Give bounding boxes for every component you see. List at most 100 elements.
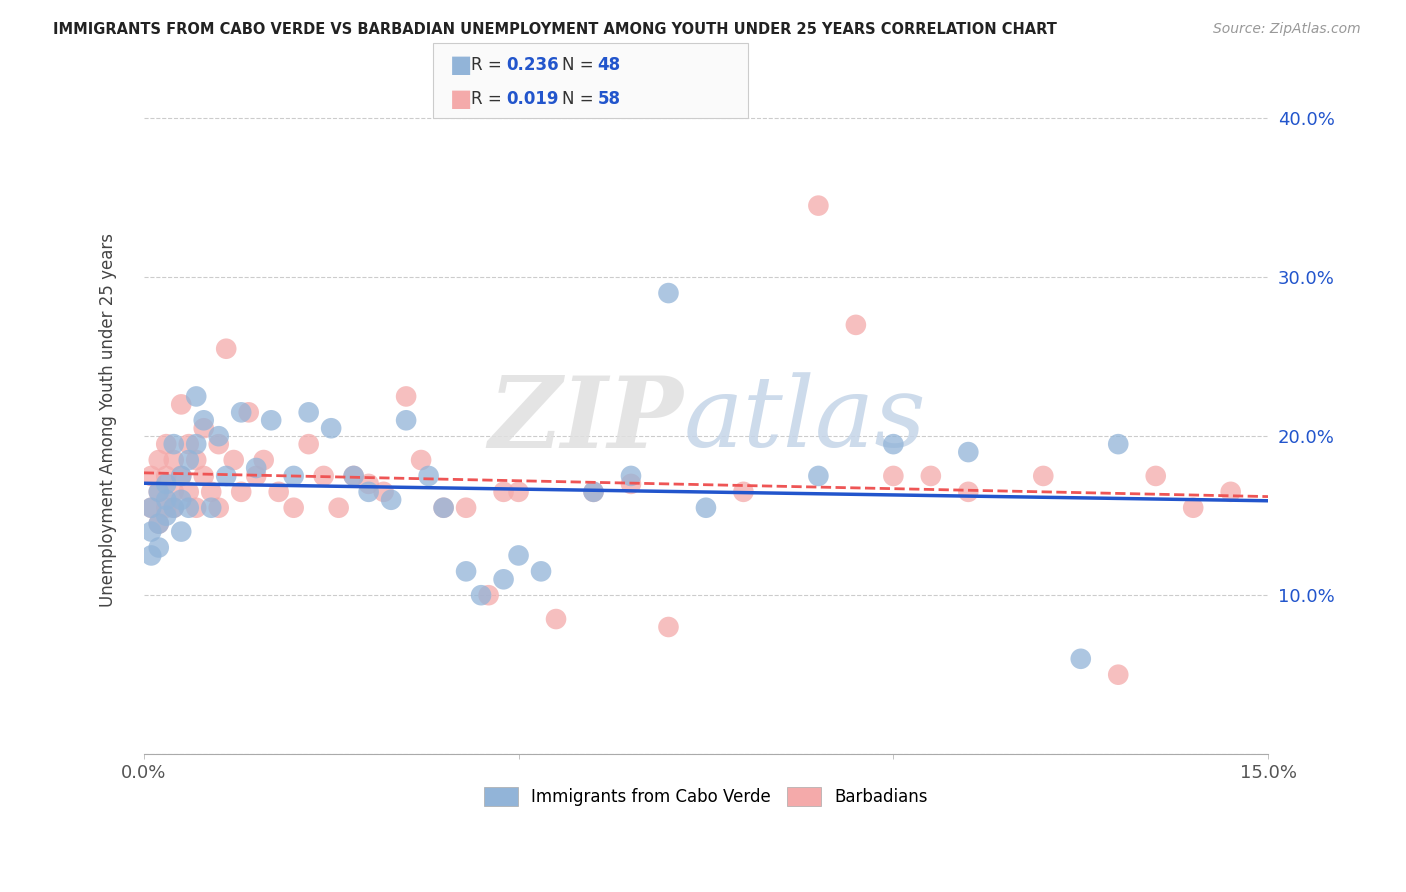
Point [357, 476, 380, 491]
Point [395, 389, 418, 403]
Point [141, 500, 163, 515]
Point [470, 588, 492, 602]
Text: ■: ■ [450, 87, 472, 111]
Point [733, 484, 755, 499]
Point [200, 500, 222, 515]
Point [957, 484, 980, 499]
Point [1107, 437, 1129, 451]
Text: R =: R = [471, 55, 508, 73]
Point [215, 342, 238, 356]
Point [582, 484, 605, 499]
Point [208, 500, 231, 515]
Point [283, 469, 305, 483]
Text: IMMIGRANTS FROM CABO VERDE VS BARBADIAN UNEMPLOYMENT AMONG YOUTH UNDER 25 YEARS : IMMIGRANTS FROM CABO VERDE VS BARBADIAN … [53, 22, 1057, 37]
Point [298, 405, 321, 419]
Point [141, 500, 163, 515]
Point [695, 500, 717, 515]
Text: Source: ZipAtlas.com: Source: ZipAtlas.com [1213, 22, 1361, 37]
Point [411, 453, 433, 467]
Point [882, 469, 904, 483]
Point [1107, 667, 1129, 681]
Point [148, 484, 170, 499]
Point [208, 437, 231, 451]
Point [267, 484, 290, 499]
Point [170, 469, 193, 483]
Point [231, 484, 253, 499]
Text: ZIP: ZIP [488, 372, 683, 468]
Point [141, 549, 163, 563]
Point [222, 453, 245, 467]
Point [177, 484, 200, 499]
Point [508, 549, 530, 563]
Point [186, 500, 208, 515]
Point [807, 199, 830, 213]
Point [141, 524, 163, 539]
Point [454, 500, 477, 515]
Point [155, 437, 177, 451]
Point [193, 413, 215, 427]
Point [1219, 484, 1241, 499]
Point [245, 461, 267, 475]
Point [170, 469, 193, 483]
Point [186, 437, 208, 451]
Point [432, 500, 454, 515]
Point [283, 500, 305, 515]
Point [148, 541, 170, 555]
Point [957, 445, 980, 459]
Point [163, 437, 186, 451]
Point [253, 453, 276, 467]
Point [193, 469, 215, 483]
Point [177, 500, 200, 515]
Point [208, 429, 231, 443]
Point [170, 397, 193, 411]
Point [155, 476, 177, 491]
Point [454, 565, 477, 579]
Point [231, 405, 253, 419]
Point [328, 500, 350, 515]
Text: R =: R = [471, 90, 508, 108]
Point [343, 469, 366, 483]
Point [298, 437, 321, 451]
Point [163, 500, 186, 515]
Point [432, 500, 454, 515]
Point [1182, 500, 1205, 515]
Text: ■: ■ [450, 53, 472, 77]
Point [395, 413, 418, 427]
Point [1032, 469, 1054, 483]
Point [373, 484, 395, 499]
Text: 48: 48 [598, 55, 620, 73]
Point [148, 516, 170, 531]
Point [845, 318, 868, 332]
Text: 0.236: 0.236 [506, 55, 558, 73]
Point [657, 286, 679, 301]
Point [163, 453, 186, 467]
Point [544, 612, 567, 626]
Point [807, 469, 830, 483]
Point [477, 588, 499, 602]
Point [163, 500, 186, 515]
Text: 58: 58 [598, 90, 620, 108]
Point [418, 469, 440, 483]
Point [492, 572, 515, 586]
Point [657, 620, 679, 634]
Text: atlas: atlas [683, 373, 927, 468]
Y-axis label: Unemployment Among Youth under 25 years: Unemployment Among Youth under 25 years [100, 234, 117, 607]
Point [620, 469, 643, 483]
Text: N =: N = [562, 55, 599, 73]
Point [141, 469, 163, 483]
Text: N =: N = [562, 90, 599, 108]
Point [215, 469, 238, 483]
Point [508, 484, 530, 499]
Point [245, 469, 267, 483]
Point [186, 389, 208, 403]
Point [148, 516, 170, 531]
Point [343, 469, 366, 483]
Legend: Immigrants from Cabo Verde, Barbadians: Immigrants from Cabo Verde, Barbadians [478, 780, 934, 813]
Point [1070, 652, 1092, 666]
Point [380, 492, 402, 507]
Point [186, 453, 208, 467]
Point [260, 413, 283, 427]
Point [170, 492, 193, 507]
Point [155, 500, 177, 515]
Point [582, 484, 605, 499]
